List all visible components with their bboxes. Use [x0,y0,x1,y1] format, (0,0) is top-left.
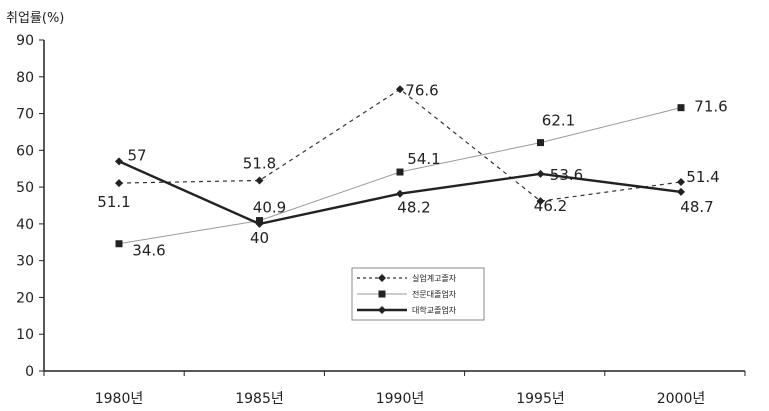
point-marker [115,157,123,166]
data-label: 51.8 [243,154,276,172]
series-line [118,107,682,245]
data-label: 62.1 [542,112,575,130]
y-tick-label: 10 [16,327,34,343]
legend-entry: 대학교졸업자 [357,305,457,315]
point-marker [115,179,123,188]
point-marker [378,274,386,282]
data-label: 54.1 [407,150,440,168]
y-tick-label: 60 [16,143,34,159]
series-group [115,85,685,248]
point-marker [677,104,685,112]
y-tick-label: 0 [25,364,34,380]
x-tick-label: 1980년 [95,391,144,407]
legend-entry: 실업계고졸자 [357,273,457,283]
data-label: 46.2 [534,197,567,215]
legend-label: 대학교졸업자 [412,305,457,315]
legend-label: 전문대졸업자 [412,289,457,299]
x-tick-label: 1985년 [235,391,284,407]
y-tick-label: 30 [16,254,34,270]
data-label: 48.2 [397,199,430,217]
point-marker [536,169,545,178]
data-label: 51.4 [686,168,719,186]
point-marker [536,197,545,206]
data-label: 34.6 [132,242,165,260]
y-tick-label: 70 [16,107,34,123]
point-marker [115,240,123,248]
point-marker [255,176,264,185]
point-marker [378,290,386,298]
data-label: 57 [127,146,146,164]
series-3 [115,157,685,228]
series-1 [115,85,685,206]
series-2 [115,104,685,248]
y-tick-label: 90 [16,33,34,49]
data-label: 71.6 [694,98,727,116]
x-tick-label: 2000년 [657,391,706,407]
data-label: 51.1 [97,193,130,211]
data-label: 40.9 [253,199,286,217]
point-marker [378,306,386,314]
x-tick-label: 1990년 [376,391,425,407]
x-tick-label: 1995년 [516,391,565,407]
point-marker [677,177,685,186]
y-tick-label: 20 [16,290,34,306]
data-labels: 51.1 51.8 76.6 46.2 51.4 34.6 40.9 54.1 62.1 71.6… [97,81,727,259]
y-tick-label: 80 [16,70,34,86]
axes [43,40,745,372]
y-ticks: 0 10 20 30 40 50 60 70 80 90 [16,33,44,380]
point-marker [396,168,404,176]
legend-label: 실업계고졸자 [412,273,457,283]
y-tick-label: 50 [16,180,34,196]
point-marker [677,187,685,196]
point-marker [255,219,264,228]
y-tick-label: 40 [16,217,34,233]
point-marker [396,85,404,94]
point-marker [396,189,404,198]
x-ticks: 1980년 1985년 1990년 1995년 2000년 [43,371,746,407]
data-label: 53.6 [550,166,583,184]
y-axis-label: 취업률(%) [6,11,64,26]
point-marker [537,139,544,147]
series-line [118,88,682,202]
legend-entry: 전문대졸업자 [357,289,457,299]
data-label: 76.6 [405,81,438,99]
data-label: 48.7 [680,198,713,216]
data-label: 40 [250,229,269,247]
